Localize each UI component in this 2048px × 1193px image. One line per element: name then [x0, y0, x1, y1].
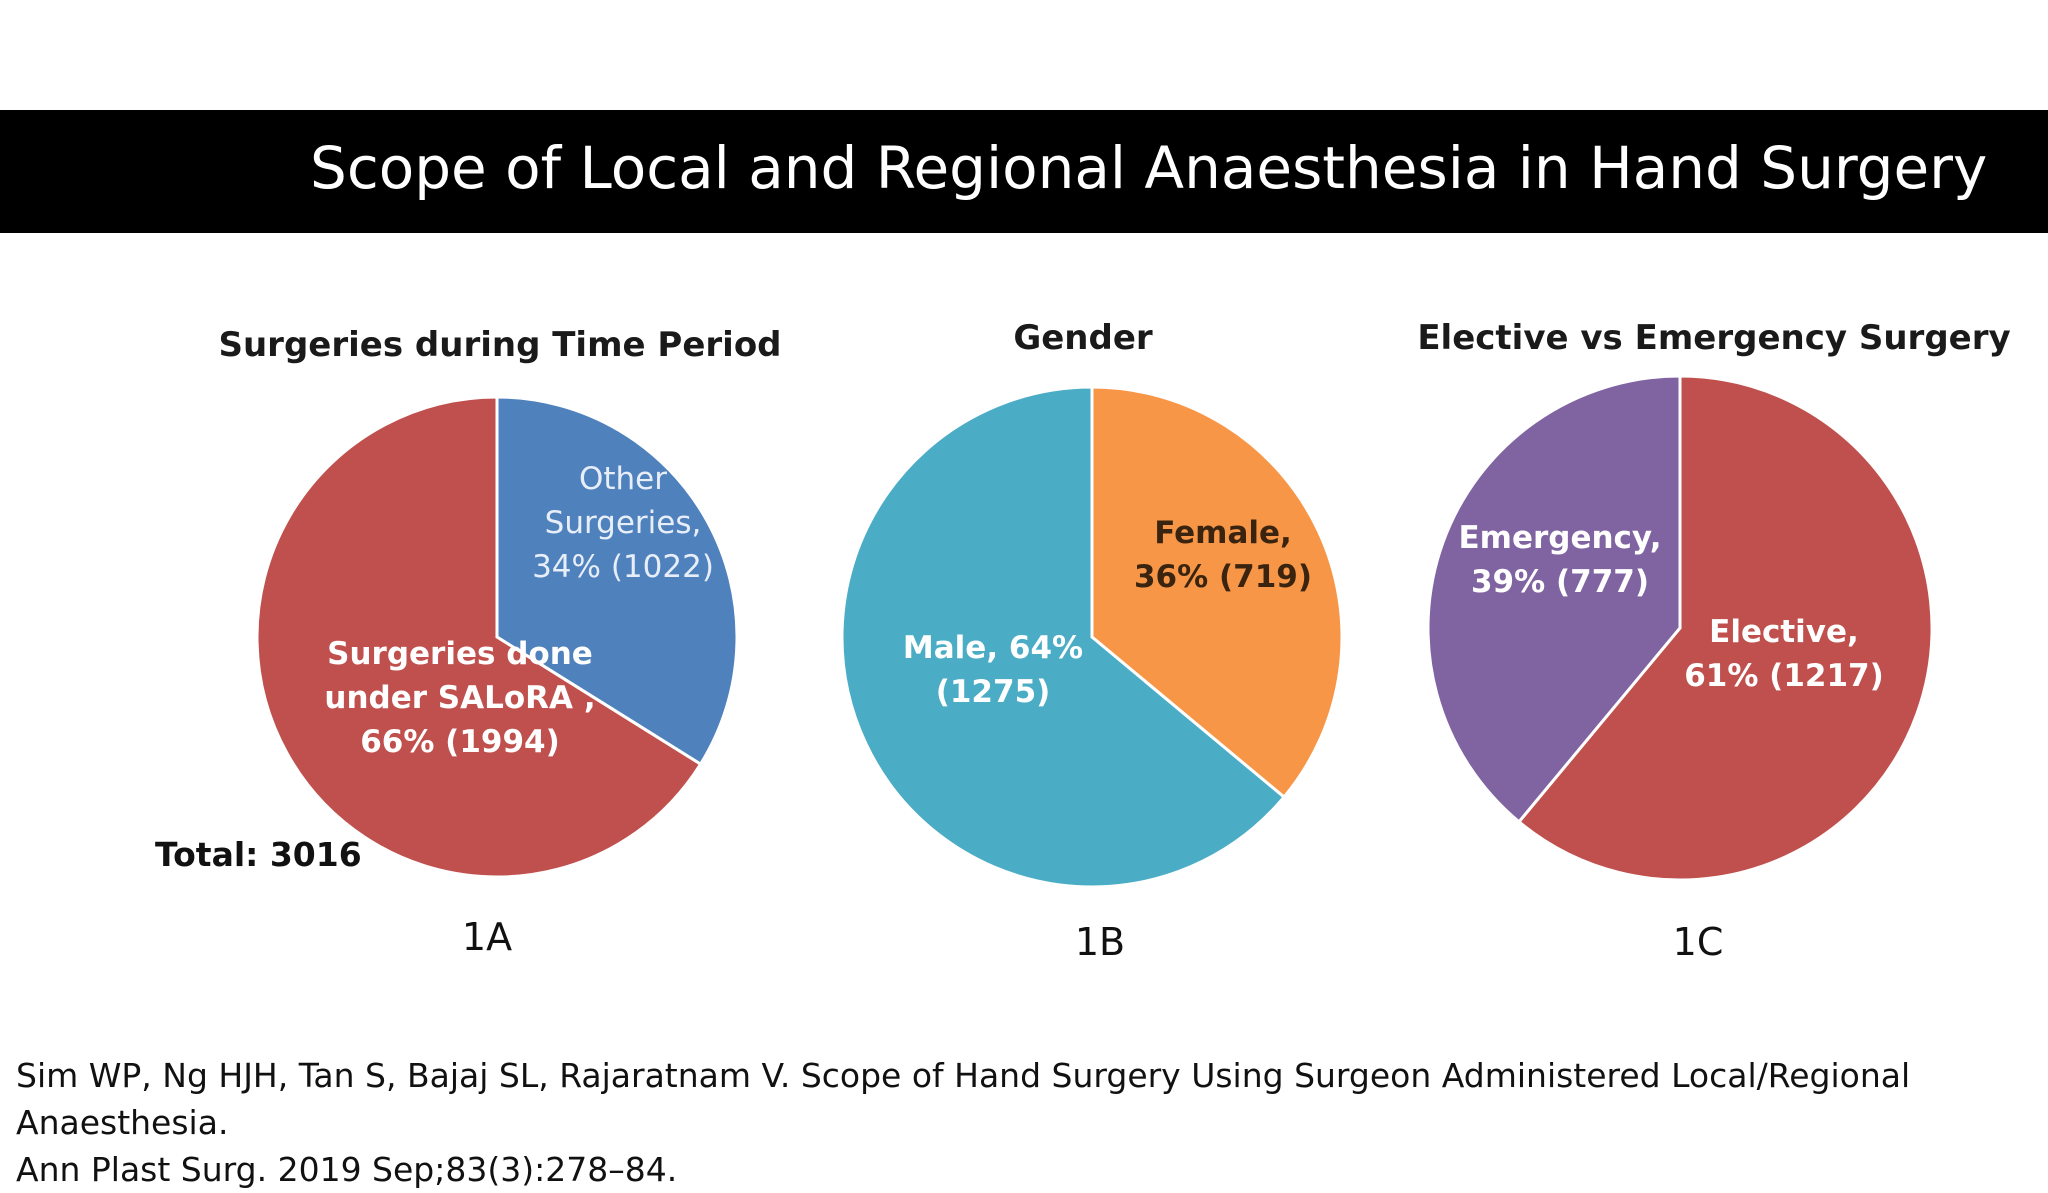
slice-label-1b-0: Female, 36% (719) [1134, 515, 1312, 595]
slide-title: Scope of Local and Regional Anaesthesia … [310, 134, 1988, 202]
slice-label-1a-0: Other Surgeries, 34% (1022) [532, 461, 714, 585]
slice-label-1b-1: Male, 64% (1275) [903, 630, 1083, 710]
pie-slice-1a-1 [255, 395, 703, 879]
citation-line-1: Sim WP, Ng HJH, Tan S, Bajaj SL, Rajarat… [16, 1056, 1911, 1142]
slice-label-line: 66% (1994) [360, 724, 560, 760]
slice-label-line: (1275) [936, 674, 1051, 710]
title-bar [0, 110, 2048, 233]
chart-title-1c: Elective vs Emergency Surgery [1417, 318, 2010, 358]
slice-label-line: 34% (1022) [532, 549, 714, 585]
chart-title-1b: Gender [1013, 318, 1153, 358]
slice-label-line: 39% (777) [1471, 564, 1649, 600]
pie-slice-1c-1 [1426, 374, 1682, 824]
slice-label-line: 61% (1217) [1684, 658, 1884, 694]
slice-label-line: Male, 64% [903, 630, 1083, 666]
slice-label-1c-0: Elective, 61% (1217) [1684, 614, 1884, 694]
pie-chart-1b: Female, 36% (719) Male, 64% (1275) Gender 1B [840, 318, 1344, 964]
citation-line-2: Ann Plast Surg. 2019 Sep;83(3):278–84. [16, 1150, 678, 1189]
slice-label-line: 36% (719) [1134, 559, 1312, 595]
pie-chart-1a: Other Surgeries, 34% (1022) Surgeries done u… [155, 325, 782, 959]
slice-label-line: Surgeries done [327, 636, 593, 672]
slice-label-1a-1: Surgeries done under SALoRA , 66% (1994) [324, 636, 595, 760]
slice-label-line: Other [579, 461, 667, 497]
pie-charts-figure: Other Surgeries, 34% (1022) Surgeries done u… [155, 318, 2011, 964]
slice-label-line: Female, [1154, 515, 1292, 551]
figure-label-1c: 1C [1673, 920, 1724, 964]
pie-slice-1b-0 [1090, 385, 1344, 800]
slice-label-line: under SALoRA , [324, 680, 595, 716]
total-label: Total: 3016 [155, 835, 362, 874]
slice-label-line: Surgeries, [545, 505, 702, 541]
figure-label-1b: 1B [1075, 920, 1125, 964]
chart-title-1a: Surgeries during Time Period [218, 325, 781, 365]
slice-label-line: Elective, [1709, 614, 1859, 650]
figure-label-1a: 1A [462, 915, 512, 959]
citation: Sim WP, Ng HJH, Tan S, Bajaj SL, Rajarat… [16, 1052, 2036, 1193]
pie-slice-1c-0 [1516, 374, 1934, 882]
pie-slice-1a-0 [495, 395, 739, 767]
slice-label-line: Emergency, [1458, 520, 1661, 556]
pie-chart-1c: Elective, 61% (1217) Emergency, 39% (777) El… [1417, 318, 2010, 964]
slice-label-1c-1: Emergency, 39% (777) [1458, 520, 1661, 600]
pie-slice-1b-1 [840, 385, 1287, 889]
